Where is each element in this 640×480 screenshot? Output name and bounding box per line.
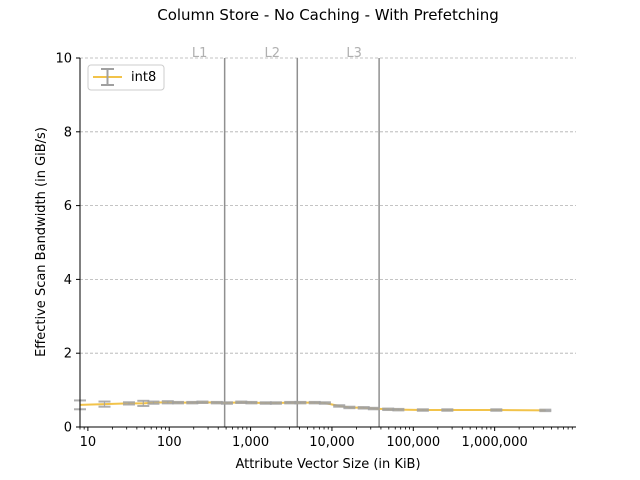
errorbar <box>308 400 321 405</box>
errorbar <box>161 400 174 405</box>
x-tick-label: 100,000 <box>386 435 440 450</box>
cache-label-l2: L2 <box>265 46 281 61</box>
errorbar <box>259 401 272 405</box>
errorbar <box>357 406 370 410</box>
errorbar <box>490 408 503 412</box>
errorbar <box>196 400 209 405</box>
errorbar <box>210 400 223 405</box>
errorbar <box>284 400 297 405</box>
errorbar <box>392 407 405 412</box>
gridlines <box>80 57 576 354</box>
errorbar <box>137 399 150 407</box>
cache-label-l3: L3 <box>346 46 362 61</box>
legend-label-int8: int8 <box>131 70 156 85</box>
errorbar <box>416 408 429 412</box>
errorbar <box>235 400 248 405</box>
chart-title: Column Store - No Caching - With Prefetc… <box>157 6 499 24</box>
x-tick-label: 100 <box>157 435 182 450</box>
errorbar <box>294 400 307 405</box>
series-layer <box>74 399 552 413</box>
cache-label-l1: L1 <box>192 46 208 61</box>
axes <box>79 58 576 428</box>
errorbar <box>343 405 356 410</box>
errorbar <box>122 401 135 406</box>
x-axis-ticks: 10 100 1,000 10,000 100,000 1,000,000 <box>79 427 573 450</box>
cache-boundary-lines: L1 L2 L3 <box>192 46 380 427</box>
y-tick-label: 4 <box>64 273 72 288</box>
errorbar <box>245 400 258 405</box>
errorbar <box>98 400 111 408</box>
x-tick-label: 1,000 <box>232 435 269 450</box>
errorbar <box>186 400 199 405</box>
errorbar <box>382 407 395 412</box>
y-tick-label: 10 <box>55 52 72 67</box>
y-tick-label: 0 <box>64 421 72 436</box>
y-axis-ticks: 0 2 4 6 8 10 <box>55 52 80 436</box>
x-tick-label: 10 <box>80 435 97 450</box>
errorbar <box>318 401 331 405</box>
errorbar <box>333 404 346 408</box>
x-axis-label: Attribute Vector Size (in KiB) <box>235 457 420 472</box>
errorbar <box>220 401 233 405</box>
errorbar <box>539 408 552 413</box>
y-axis-label: Effective Scan Bandwidth (in GiB/s) <box>34 127 49 357</box>
errorbar <box>147 400 160 405</box>
x-tick-label: 1,000,000 <box>462 435 528 450</box>
legend: int8 <box>87 64 165 91</box>
errorbar <box>171 400 184 405</box>
x-tick-label: 10,000 <box>309 435 355 450</box>
errorbar <box>269 401 282 405</box>
y-tick-label: 6 <box>64 199 72 214</box>
y-tick-label: 8 <box>64 125 72 140</box>
y-tick-label: 2 <box>64 347 72 362</box>
errorbar <box>441 408 454 412</box>
errorbar <box>367 406 380 411</box>
